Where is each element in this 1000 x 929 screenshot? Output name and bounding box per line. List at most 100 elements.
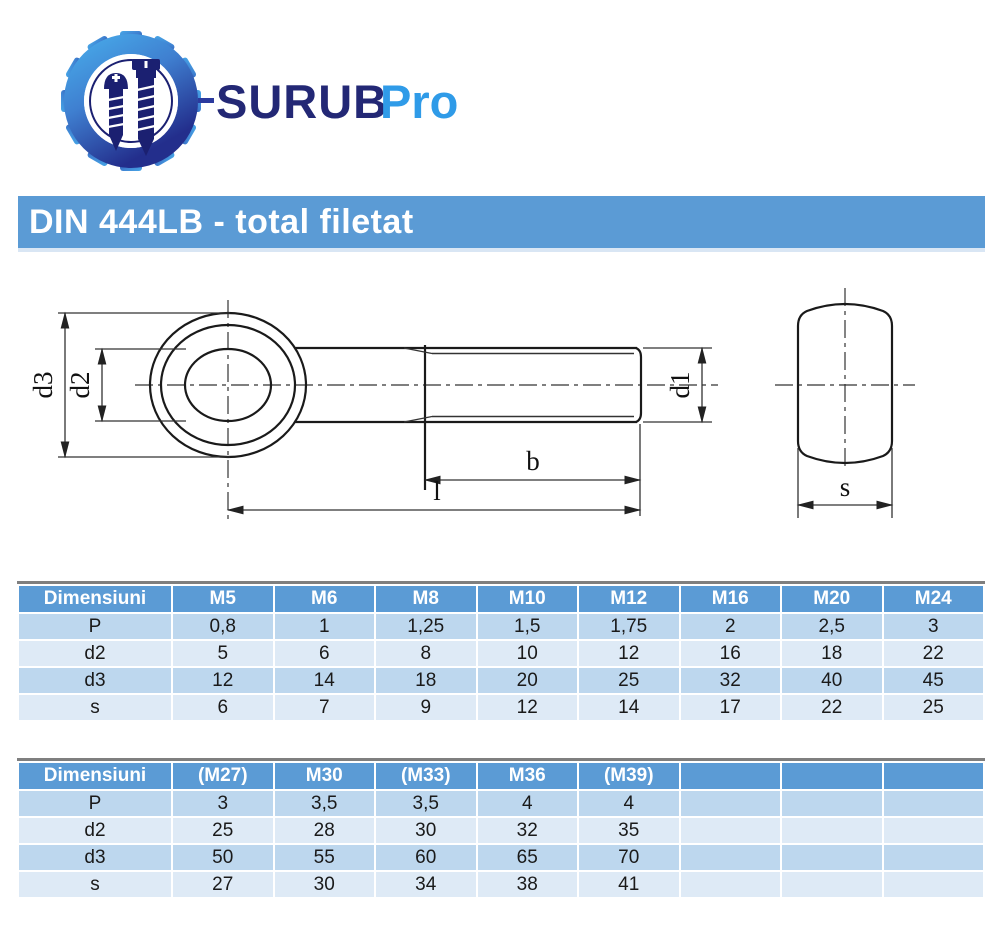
- value-cell: [680, 845, 780, 870]
- value-cell: 10: [477, 641, 577, 666]
- table-row: d2 5 6 8 10 12 16 18 22: [19, 641, 983, 666]
- column-header-size: M5: [173, 586, 273, 612]
- column-header-size: (M27): [173, 763, 273, 789]
- value-cell: 45: [883, 668, 983, 693]
- table-row: d3 12 14 18 20 25 32 40 45: [19, 668, 983, 693]
- value-cell: 7: [274, 695, 374, 720]
- table-row: d3 50 55 60 65 70: [19, 845, 983, 870]
- value-cell: [883, 818, 983, 843]
- value-cell: 38: [477, 872, 577, 897]
- column-header-size: M8: [376, 586, 476, 612]
- value-cell: 1,5: [477, 614, 577, 639]
- column-header-size: [680, 763, 780, 789]
- label-b: b: [526, 446, 540, 476]
- value-cell: 14: [579, 695, 679, 720]
- value-cell: 16: [680, 641, 780, 666]
- table-row: d2 25 28 30 32 35: [19, 818, 983, 843]
- value-cell: 28: [274, 818, 374, 843]
- value-cell: 55: [274, 845, 374, 870]
- row-label: s: [19, 695, 171, 720]
- value-cell: 4: [477, 791, 577, 816]
- value-cell: 50: [173, 845, 273, 870]
- value-cell: 27: [173, 872, 273, 897]
- value-cell: 65: [477, 845, 577, 870]
- dimension-l: l: [226, 476, 642, 515]
- label-s: s: [840, 472, 851, 502]
- value-cell: 2,5: [782, 614, 882, 639]
- label-d2: d2: [65, 372, 95, 399]
- dimensions-table-large-sizes: Dimensiuni (M27) M30 (M33) M36 (M39) P 3 3,5 3,5 4…: [17, 758, 985, 899]
- value-cell: 1,75: [579, 614, 679, 639]
- column-header-size: M24: [883, 586, 983, 612]
- row-label: P: [19, 614, 171, 639]
- screws-icon: [104, 59, 160, 156]
- value-cell: 6: [274, 641, 374, 666]
- column-header-size: (M39): [579, 763, 679, 789]
- table-row: s 6 7 9 12 14 17 22 25: [19, 695, 983, 720]
- column-header-size: M16: [680, 586, 780, 612]
- bolt-shaft: [295, 345, 643, 490]
- dimension-d3: d3: [28, 311, 230, 459]
- value-cell: 5: [173, 641, 273, 666]
- row-label: P: [19, 791, 171, 816]
- page-title-bar: DIN 444LB - total filetat: [18, 196, 985, 252]
- logo-text-secondary: Pro: [380, 75, 458, 128]
- column-header-size: [782, 763, 882, 789]
- value-cell: 22: [883, 641, 983, 666]
- value-cell: 35: [579, 818, 679, 843]
- value-cell: [782, 818, 882, 843]
- value-cell: 12: [579, 641, 679, 666]
- value-cell: 1,25: [376, 614, 476, 639]
- value-cell: 25: [579, 668, 679, 693]
- logo-text-primary: SURUB: [216, 75, 388, 128]
- column-header-size: [883, 763, 983, 789]
- value-cell: 18: [376, 668, 476, 693]
- column-header-size: M10: [477, 586, 577, 612]
- value-cell: [782, 845, 882, 870]
- value-cell: 34: [376, 872, 476, 897]
- value-cell: [883, 791, 983, 816]
- dimension-b: b: [423, 424, 642, 516]
- value-cell: 1: [274, 614, 374, 639]
- value-cell: 17: [680, 695, 780, 720]
- row-label: d3: [19, 845, 171, 870]
- dimension-d1: d1: [643, 346, 712, 424]
- value-cell: [680, 872, 780, 897]
- column-header-size: M12: [579, 586, 679, 612]
- value-cell: 60: [376, 845, 476, 870]
- value-cell: 41: [579, 872, 679, 897]
- value-cell: 25: [883, 695, 983, 720]
- table-row: P 3 3,5 3,5 4 4: [19, 791, 983, 816]
- column-header-size: M20: [782, 586, 882, 612]
- value-cell: 20: [477, 668, 577, 693]
- surub-pro-logo: SURUB Pro: [61, 31, 458, 171]
- value-cell: 40: [782, 668, 882, 693]
- value-cell: 0,8: [173, 614, 273, 639]
- column-header-size: M30: [274, 763, 374, 789]
- table-row: s 27 30 34 38 41: [19, 872, 983, 897]
- value-cell: 32: [680, 668, 780, 693]
- column-header-dimensiuni: Dimensiuni: [19, 586, 171, 612]
- side-view: s: [775, 288, 915, 518]
- page-title: DIN 444LB - total filetat: [29, 202, 414, 241]
- column-header-size: (M33): [376, 763, 476, 789]
- value-cell: 25: [173, 818, 273, 843]
- value-cell: 3,5: [376, 791, 476, 816]
- column-header-size: M6: [274, 586, 374, 612]
- column-header-size: M36: [477, 763, 577, 789]
- label-d3: d3: [28, 372, 58, 399]
- value-cell: 6: [173, 695, 273, 720]
- label-l: l: [433, 476, 441, 506]
- value-cell: [680, 791, 780, 816]
- value-cell: [782, 872, 882, 897]
- value-cell: [883, 872, 983, 897]
- value-cell: 30: [274, 872, 374, 897]
- value-cell: [883, 845, 983, 870]
- value-cell: 14: [274, 668, 374, 693]
- value-cell: 4: [579, 791, 679, 816]
- value-cell: 3: [173, 791, 273, 816]
- row-label: s: [19, 872, 171, 897]
- value-cell: 30: [376, 818, 476, 843]
- dimensions-table-small-sizes: Dimensiuni M5 M6 M8 M10 M12 M16 M20 M24 P 0,8 1 1,25…: [17, 581, 985, 722]
- value-cell: 3: [883, 614, 983, 639]
